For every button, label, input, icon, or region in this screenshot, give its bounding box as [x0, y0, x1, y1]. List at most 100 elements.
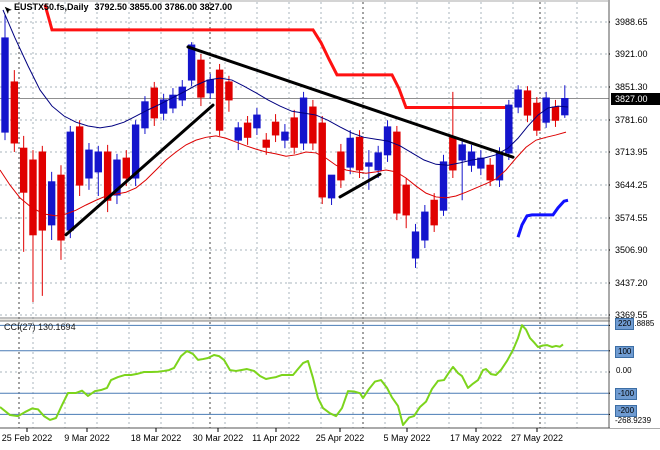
candle-bear: [290, 117, 298, 148]
candle-bear: [402, 184, 410, 216]
price-axis-label: 3921.00: [615, 49, 648, 59]
candle-bear: [355, 136, 364, 171]
candle-bull: [141, 101, 149, 129]
candle-bull: [178, 86, 186, 101]
candle-bull: [159, 99, 168, 114]
candle-bull: [505, 104, 513, 154]
price-axis-label: 3713.95: [615, 147, 648, 157]
candle-bear: [103, 151, 112, 201]
candle-bull: [234, 127, 242, 141]
candle-bear: [19, 147, 28, 193]
price-axis-label: 3506.90: [615, 245, 648, 255]
candle-bull: [327, 174, 336, 199]
cci-level-minus200-badge: -200: [615, 405, 638, 417]
candle-bull: [281, 131, 289, 141]
trendline: [338, 172, 382, 199]
price-axis-label: 3988.65: [615, 17, 648, 27]
cci-level-220-badge: 220: [615, 318, 635, 330]
candle-bear: [309, 106, 317, 144]
candle-bear: [243, 122, 252, 138]
candle-bull: [542, 97, 550, 123]
cci-level-minus100-badge: -100: [615, 388, 638, 400]
candle-bull: [467, 151, 476, 166]
candle-bull: [299, 97, 308, 144]
candle-bear: [225, 81, 233, 101]
candle-bull: [374, 152, 382, 171]
candle-bull: [458, 144, 466, 161]
time-axis-label: 18 Mar 2022: [130, 433, 182, 443]
candle-bear: [262, 139, 270, 148]
indicator-title: CCI(27) 130.1694: [4, 322, 76, 333]
candle-bull: [346, 137, 354, 168]
candle-bull: [47, 181, 56, 226]
candle-bear: [271, 121, 280, 136]
candle-bear: [10, 81, 19, 144]
candle-bull: [365, 162, 373, 167]
candle-bear: [430, 199, 438, 226]
candle-bull: [66, 131, 75, 231]
lower-stop-line: [516, 198, 569, 238]
candle-bull: [206, 79, 214, 94]
time-axis-label: 25 Apr 2022: [315, 433, 365, 443]
candle-bull: [94, 151, 102, 173]
candle-bull: [439, 161, 448, 211]
cci-min-label: -268.9239: [615, 416, 652, 425]
window-separator: [0, 319, 660, 321]
time-axis-label: 5 May 2022: [383, 433, 431, 443]
candle-bear: [215, 69, 224, 131]
candle-bull: [113, 159, 121, 196]
time-axis-label: 30 Mar 2022: [192, 433, 244, 443]
price-axis-label: 3369.55: [615, 310, 648, 320]
time-axis-label: 17 May 2022: [449, 433, 503, 443]
indicator-name: CCI(27): [4, 322, 36, 332]
time-axis-label: 11 Apr 2022: [252, 433, 300, 443]
candle-bear: [197, 59, 205, 98]
candle-bull: [169, 94, 177, 109]
candle-bull: [85, 149, 93, 179]
candle-bear: [29, 159, 37, 236]
cci-level-100-badge: 100: [615, 346, 635, 358]
trendline: [186, 45, 515, 159]
candle-bull: [477, 157, 485, 169]
price-axis-label: 3851.30: [615, 82, 648, 92]
candle-bear: [122, 157, 130, 179]
ohlc-values: 3792.50 3855.00 3786.00 3827.00: [94, 2, 233, 12]
candle-bear: [38, 151, 47, 231]
trendline: [64, 103, 215, 237]
candle-bear: [57, 174, 65, 241]
price-axis-panel[interactable]: 3988.65 3921.00 3851.30 3781.60 3713.95 3644.…: [610, 0, 660, 428]
symbol-timeframe-label: EUSTX50.fs,Daily: [14, 2, 89, 12]
candle-bull: [514, 89, 522, 108]
candle-bull: [253, 114, 261, 129]
ma-fast-line: [0, 131, 567, 217]
candle-bear: [150, 87, 158, 119]
candle-bull: [187, 44, 196, 81]
candle-bull: [421, 211, 429, 241]
time-axis-label: 9 Mar 2022: [64, 433, 110, 443]
candle-bull: [1, 37, 9, 133]
current-price-badge: 3827.00: [611, 92, 660, 105]
chart-title: EUSTX50.fs,Daily 3792.50 3855.00 3786.00 …: [14, 2, 232, 13]
price-axis-label: 3781.60: [615, 115, 648, 125]
cci-max-fraction: .8885: [634, 319, 655, 328]
time-axis-label: 27 May 2022: [510, 433, 564, 443]
price-axis-label: 3437.20: [615, 278, 648, 288]
candle-bear: [486, 164, 494, 181]
price-axis-label: 3574.55: [615, 213, 648, 223]
candle-bear: [551, 106, 560, 121]
cci-max-label: 220.8885: [615, 318, 654, 330]
candle-bull: [411, 231, 420, 259]
candle-bear: [318, 122, 326, 198]
candle-bull: [131, 124, 140, 179]
cci-line: [0, 324, 564, 426]
ma-slow-line: [2, 9, 569, 166]
price-axis-label: 3644.25: [615, 180, 648, 190]
time-axis-label: 25 Feb 2022: [1, 433, 53, 443]
mouse-cursor-icon: [3, 3, 15, 17]
candle-bear: [75, 126, 84, 186]
cci-zero-label: 0.00: [616, 366, 632, 375]
candle-bear: [523, 90, 532, 116]
indicator-value: 130.1694: [38, 322, 76, 332]
